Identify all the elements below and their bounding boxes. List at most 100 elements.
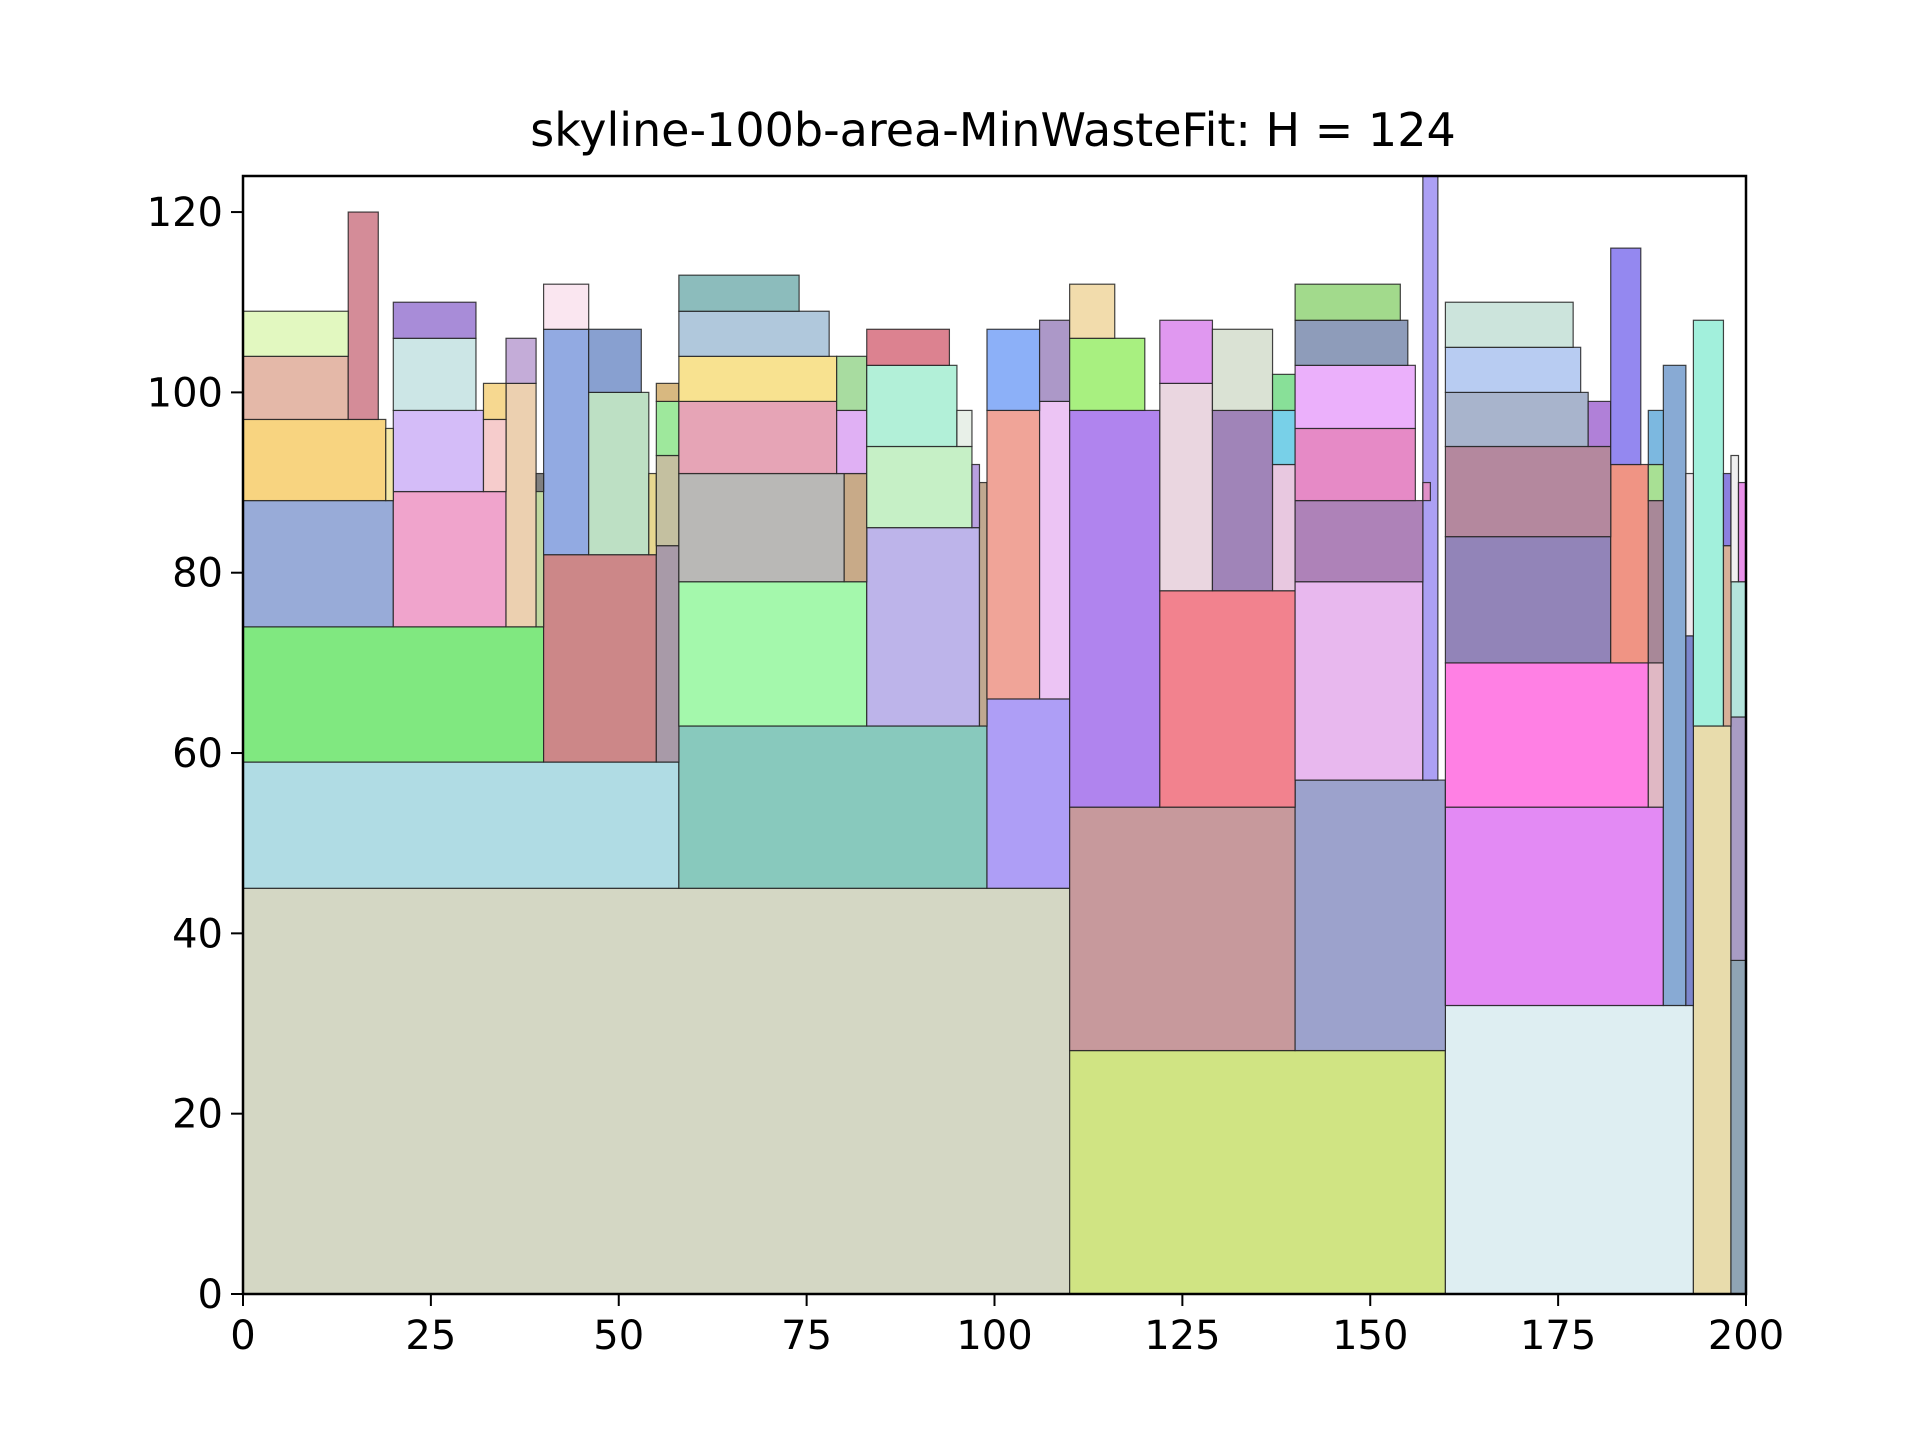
packed-rect-30 — [866, 527, 981, 727]
x-tick-label: 50 — [593, 1313, 644, 1359]
packed-rect-20 — [392, 490, 507, 628]
packed-rect-38 — [678, 310, 830, 357]
packed-rect-99 — [542, 283, 590, 330]
packed-rect-4 — [1692, 725, 1732, 1295]
x-tick-label: 25 — [405, 1313, 456, 1359]
packed-rect-84 — [1730, 454, 1740, 583]
packed-rect-79 — [1647, 463, 1664, 502]
packed-rect-93 — [535, 472, 545, 493]
packed-rect-90 — [392, 337, 477, 412]
packed-rect-33 — [843, 472, 868, 583]
y-tick-label: 120 — [147, 190, 223, 236]
packed-rect-35 — [836, 409, 868, 475]
x-tick-label: 200 — [1708, 1313, 1784, 1359]
x-tick-label: 100 — [956, 1313, 1032, 1359]
packed-rect-92 — [505, 337, 537, 384]
packed-rect-100 — [588, 328, 642, 393]
packed-rect-10 — [986, 698, 1071, 889]
packed-rect-76 — [1444, 346, 1582, 393]
packed-rect-88 — [482, 418, 507, 493]
packed-rect-87 — [392, 409, 485, 493]
packed-rect-25 — [648, 472, 657, 556]
packed-rect-15 — [1685, 635, 1694, 1007]
packed-rect-43 — [956, 409, 973, 448]
packed-rect-94 — [242, 418, 387, 502]
packed-rect-67 — [1294, 283, 1401, 321]
packed-rect-70 — [1444, 536, 1612, 664]
packed-rect-68 — [1444, 662, 1649, 808]
packed-rect-82 — [1722, 545, 1732, 727]
y-tick-label: 60 — [172, 731, 223, 777]
chart-title: skyline-100b-area-MinWasteFit: H = 124 — [530, 103, 1455, 157]
y-tick-label: 40 — [172, 911, 223, 957]
packed-rect-17 — [542, 554, 657, 763]
y-tick-label: 100 — [147, 370, 223, 416]
packed-rect-86 — [1685, 472, 1694, 637]
packed-rect-91 — [392, 301, 477, 339]
packed-rect-39 — [678, 274, 800, 312]
packed-rect-47 — [986, 328, 1041, 412]
packed-rect-7 — [1730, 581, 1747, 718]
y-tick-label: 80 — [172, 551, 223, 597]
packed-rect-75 — [1587, 400, 1612, 448]
packed-rect-98 — [242, 310, 349, 357]
packed-rect-51 — [1069, 283, 1116, 339]
packed-rect-1 — [242, 887, 1071, 1295]
packed-rect-23 — [542, 328, 590, 556]
packed-rect-56 — [1211, 328, 1274, 412]
packed-rect-64 — [1294, 427, 1416, 502]
packed-rect-52 — [1159, 590, 1296, 808]
plot-area — [242, 175, 1747, 1295]
packed-rect-9 — [678, 725, 988, 889]
packed-rect-21 — [505, 382, 537, 628]
packed-rect-49 — [1069, 409, 1161, 808]
packed-rect-63 — [1422, 481, 1431, 502]
packed-rect-59 — [1271, 373, 1296, 412]
packed-rect-16 — [242, 626, 545, 763]
packed-rect-60 — [1294, 581, 1424, 781]
packed-rect-24 — [588, 391, 650, 556]
packed-rect-45 — [986, 409, 1041, 700]
packed-rect-5 — [1730, 959, 1747, 1295]
packed-rect-74 — [1444, 391, 1589, 448]
packed-rect-77 — [1444, 301, 1574, 348]
packed-rect-50 — [1069, 337, 1146, 412]
packed-rect-11 — [1069, 806, 1296, 1052]
packed-rect-32 — [678, 472, 845, 583]
packed-rect-97 — [347, 211, 379, 421]
x-tick-label: 175 — [1520, 1313, 1596, 1359]
packed-rect-36 — [678, 355, 838, 403]
packed-rect-58 — [1271, 409, 1296, 466]
x-tick-label: 150 — [1332, 1313, 1408, 1359]
packed-rect-69 — [1647, 662, 1664, 808]
packed-rect-37 — [836, 355, 868, 412]
packed-rect-8 — [242, 761, 680, 889]
packed-rect-12 — [1294, 779, 1446, 1052]
x-tick-label: 75 — [781, 1313, 832, 1359]
packed-rect-13 — [1444, 806, 1664, 1007]
packed-rect-61 — [1422, 175, 1439, 781]
packed-rect-53 — [1159, 382, 1214, 592]
packed-rect-18 — [655, 545, 680, 763]
packed-rect-3 — [1444, 1004, 1694, 1295]
packed-rect-22 — [535, 481, 545, 628]
packed-rect-42 — [866, 364, 958, 448]
packed-rect-41 — [971, 463, 981, 529]
packed-rect-81 — [1692, 319, 1725, 727]
packed-rect-66 — [1294, 319, 1409, 366]
packed-rect-27 — [655, 400, 680, 457]
packed-rect-44 — [866, 328, 951, 366]
packed-rect-19 — [242, 499, 394, 628]
packed-rect-55 — [1211, 409, 1274, 592]
packed-rect-65 — [1294, 364, 1416, 430]
packed-rect-14 — [1662, 364, 1687, 1007]
y-axis: 0 20 40 60 80 100 120 — [147, 190, 243, 1318]
packed-rect-57 — [1271, 463, 1296, 592]
packed-rect-31 — [978, 481, 988, 727]
packed-rect-6 — [1730, 716, 1747, 962]
packed-rect-48 — [1038, 319, 1071, 403]
packed-rect-72 — [1647, 499, 1664, 664]
x-tick-label: 0 — [230, 1313, 255, 1359]
packed-rect-62 — [1294, 499, 1424, 583]
